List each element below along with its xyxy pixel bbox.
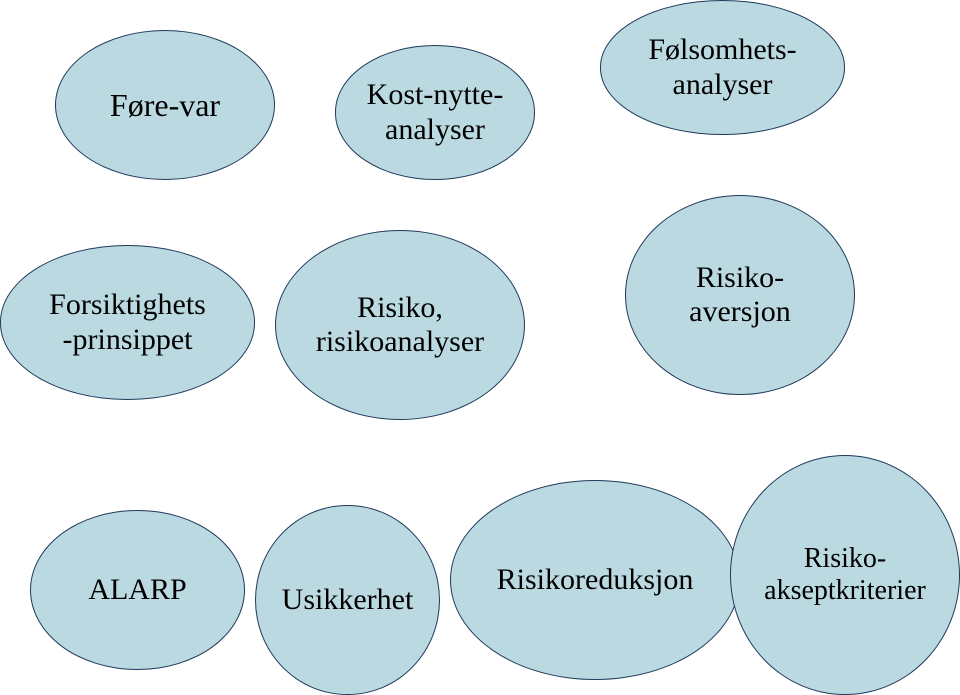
- bubble-fore-var: Føre-var: [55, 30, 275, 180]
- bubble-label: Kost-nytte- analyser: [367, 78, 504, 147]
- bubble-label: Risiko, risikoanalyser: [316, 291, 484, 360]
- diagram-stage: Føre-var Kost-nytte- analyser Følsomhets- …: [0, 0, 960, 695]
- bubble-forsiktighet: Forsiktighets -prinsippet: [0, 245, 255, 400]
- bubble-kost-nytte: Kost-nytte- analyser: [335, 45, 535, 180]
- bubble-folsomhet: Følsomhets- analyser: [600, 0, 845, 135]
- bubble-risikoanalyser: Risiko, risikoanalyser: [275, 230, 525, 420]
- bubble-label: Risikoreduksjon: [497, 563, 694, 598]
- bubble-label: Følsomhets- analyser: [648, 33, 796, 102]
- bubble-risikoreduksjon: Risikoreduksjon: [450, 480, 740, 680]
- bubble-label: Føre-var: [110, 87, 220, 124]
- bubble-usikkerhet: Usikkerhet: [255, 505, 440, 695]
- bubble-risikoaversjon: Risiko- aversjon: [625, 195, 855, 395]
- bubble-label: Risiko- aversjon: [689, 261, 791, 330]
- bubble-label: Usikkerhet: [282, 583, 414, 618]
- bubble-label: Forsiktighets -prinsippet: [49, 288, 206, 357]
- bubble-alarp: ALARP: [30, 510, 245, 670]
- bubble-label: ALARP: [88, 573, 186, 608]
- bubble-akseptkriterier: Risiko- akseptkriterier: [730, 455, 960, 695]
- bubble-label: Risiko- akseptkriterier: [764, 543, 926, 607]
